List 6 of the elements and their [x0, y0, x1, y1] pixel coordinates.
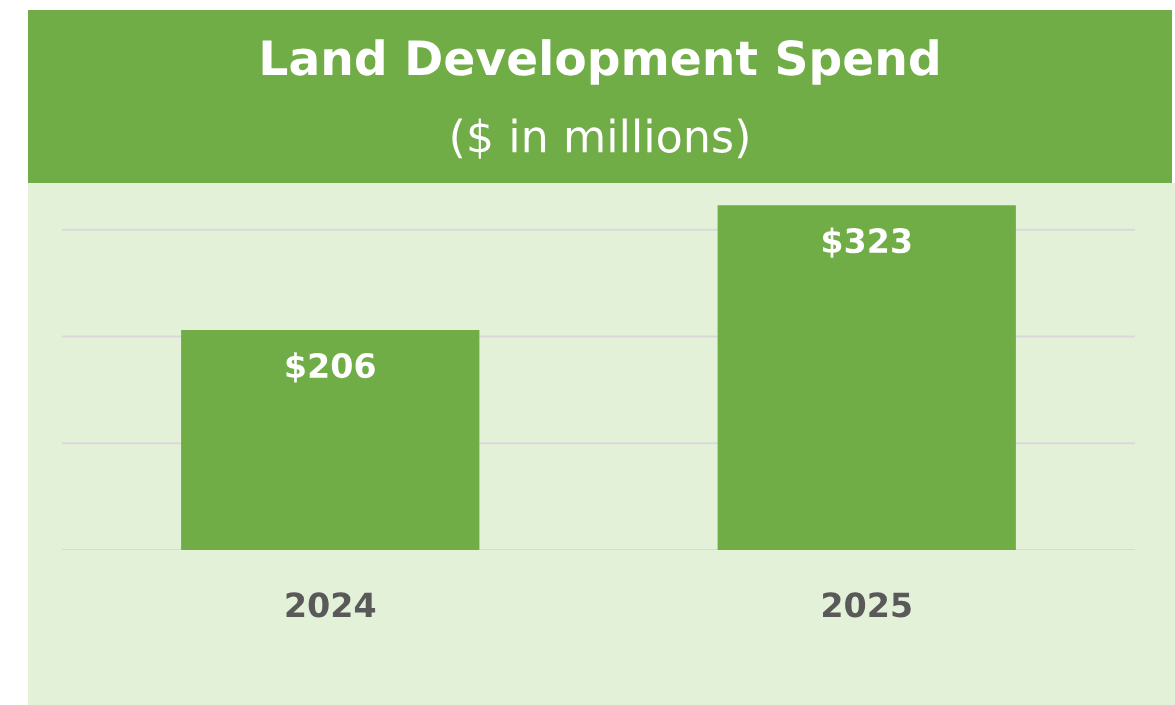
data-label: $206	[286, 352, 375, 383]
x-tick-label: 2024	[286, 592, 376, 618]
chart-title: Land Development Spend	[262, 39, 938, 85]
x-tick-label: 2025	[823, 592, 911, 618]
data-label: $323	[822, 227, 911, 258]
chart-subtitle: ($ in millions)	[452, 118, 748, 159]
